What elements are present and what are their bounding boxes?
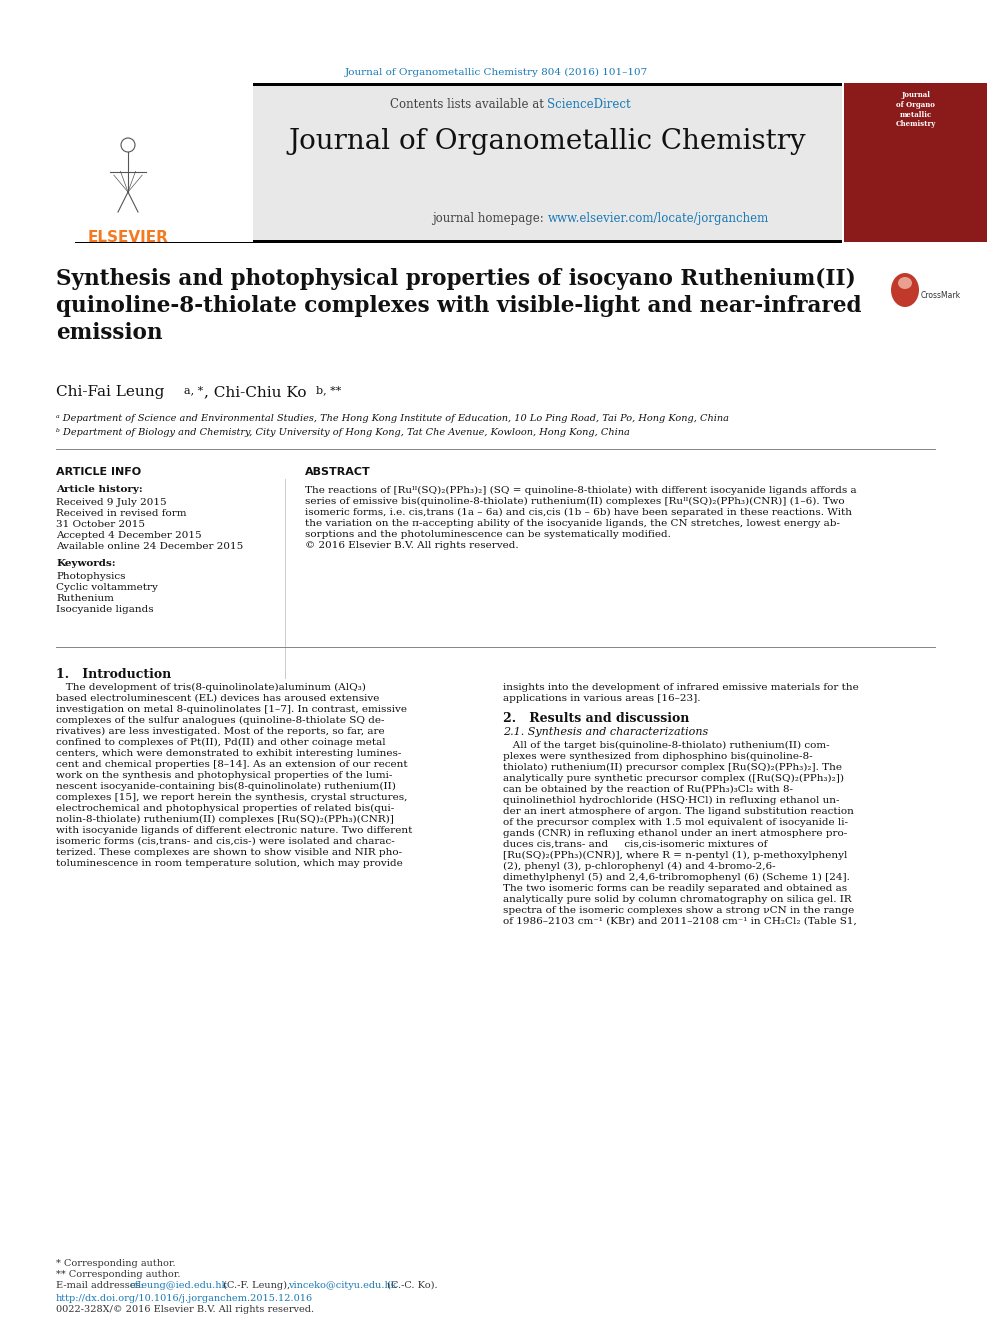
Text: based electroluminescent (EL) devices has aroused extensive: based electroluminescent (EL) devices ha… [56,695,379,703]
Bar [75,83,253,242]
Text: dimethylphenyl (5) and 2,4,6-tribromophenyl (6) (Scheme 1) [24].: dimethylphenyl (5) and 2,4,6-tribromophe… [503,873,850,882]
Bar [75,239,842,242]
Text: Keywords:: Keywords: [56,560,116,568]
Text: complexes of the sulfur analogues (quinoline-8-thiolate SQ de-: complexes of the sulfur analogues (quino… [56,716,385,725]
Text: Contents lists available at: Contents lists available at [390,98,548,111]
Text: toluminescence in room temperature solution, which may provide: toluminescence in room temperature solut… [56,859,403,868]
Text: journal homepage:: journal homepage: [432,212,548,225]
Text: ELSEVIER: ELSEVIER [87,230,169,245]
Text: Ruthenium: Ruthenium [56,594,114,603]
Text: The two isomeric forms can be readily separated and obtained as: The two isomeric forms can be readily se… [503,884,847,893]
Text: 31 October 2015: 31 October 2015 [56,520,145,529]
Text: analytically pure solid by column chromatography on silica gel. IR: analytically pure solid by column chroma… [503,894,851,904]
Text: quinolinethiol hydrochloride (HSQ·HCl) in refluxing ethanol un-: quinolinethiol hydrochloride (HSQ·HCl) i… [503,796,839,806]
Text: www.elsevier.com/locate/jorganchem: www.elsevier.com/locate/jorganchem [548,212,769,225]
Text: ARTICLE INFO: ARTICLE INFO [56,467,141,478]
Text: ScienceDirect: ScienceDirect [548,98,631,111]
Text: ABSTRACT: ABSTRACT [305,467,371,478]
Text: Received in revised form: Received in revised form [56,509,186,519]
Text: terized. These complexes are shown to show visible and NIR pho-: terized. These complexes are shown to sh… [56,848,402,857]
Text: 2.1. Synthesis and characterizations: 2.1. Synthesis and characterizations [503,728,708,737]
Text: Synthesis and photophysical properties of isocyano Ruthenium(II)
quinoline-8-thi: Synthesis and photophysical properties o… [56,269,861,344]
Text: rivatives) are less investigated. Most of the reports, so far, are: rivatives) are less investigated. Most o… [56,728,385,736]
Text: (C.-F. Leung),: (C.-F. Leung), [220,1281,294,1290]
Text: Accepted 4 December 2015: Accepted 4 December 2015 [56,531,201,540]
Text: E-mail addresses:: E-mail addresses: [56,1281,147,1290]
Text: Received 9 July 2015: Received 9 July 2015 [56,497,167,507]
Text: applications in various areas [16–23].: applications in various areas [16–23]. [503,695,700,703]
Text: cent and chemical properties [8–14]. As an extension of our recent: cent and chemical properties [8–14]. As … [56,759,408,769]
Text: investigation on metal 8-quinolinolates [1–7]. In contrast, emissive: investigation on metal 8-quinolinolates … [56,705,407,714]
Text: All of the target bis(quinoline-8-thiolato) ruthenium(II) com-: All of the target bis(quinoline-8-thiola… [503,741,829,750]
Text: confined to complexes of Pt(II), Pd(II) and other coinage metal: confined to complexes of Pt(II), Pd(II) … [56,738,386,747]
Text: 0022-328X/© 2016 Elsevier B.V. All rights reserved.: 0022-328X/© 2016 Elsevier B.V. All right… [56,1304,314,1314]
Text: Article history:: Article history: [56,486,143,493]
Text: (C.-C. Ko).: (C.-C. Ko). [384,1281,437,1290]
Text: Cyclic voltammetry: Cyclic voltammetry [56,583,158,591]
Text: Journal of Organometallic Chemistry: Journal of Organometallic Chemistry [289,128,806,155]
Text: analytically pure synthetic precursor complex ([Ru(SQ)₂(PPh₃)₂]): analytically pure synthetic precursor co… [503,774,844,783]
Text: (2), phenyl (3), p-chlorophenyl (4) and 4-bromo-2,6-: (2), phenyl (3), p-chlorophenyl (4) and … [503,863,776,871]
Text: nolin-8-thiolate) ruthenium(II) complexes [Ru(SQ)₂(PPh₃)(CNR)]: nolin-8-thiolate) ruthenium(II) complexe… [56,815,394,824]
Text: * Corresponding author.: * Corresponding author. [56,1259,176,1267]
Ellipse shape [891,273,919,307]
Text: CrossMark: CrossMark [921,291,961,299]
Text: The development of tris(8-quinolinolate)aluminum (AlQ₃): The development of tris(8-quinolinolate)… [56,683,366,692]
Text: Chi-Fai Leung: Chi-Fai Leung [56,385,165,400]
Text: of the precursor complex with 1.5 mol equivalent of isocyanide li-: of the precursor complex with 1.5 mol eq… [503,818,848,827]
Text: electrochemical and photophysical properties of related bis(qui-: electrochemical and photophysical proper… [56,804,394,814]
Text: [Ru(SQ)₂(PPh₃)(CNR)], where R = n-pentyl (1), p-methoxylphenyl: [Ru(SQ)₂(PPh₃)(CNR)], where R = n-pentyl… [503,851,847,860]
Text: plexes were synthesized from diphosphino bis(quinoline-8-: plexes were synthesized from diphosphino… [503,751,812,761]
Text: b, **: b, ** [316,385,341,396]
Text: of 1986–2103 cm⁻¹ (KBr) and 2011–2108 cm⁻¹ in CH₂Cl₂ (Table S1,: of 1986–2103 cm⁻¹ (KBr) and 2011–2108 cm… [503,917,857,926]
Bar [75,83,842,86]
Text: with isocyanide ligands of different electronic nature. Two different: with isocyanide ligands of different ele… [56,826,413,835]
Text: isomeric forms, i.e. cis,trans (1a – 6a) and cis,cis (1b – 6b) have been separat: isomeric forms, i.e. cis,trans (1a – 6a)… [305,508,852,517]
Text: Isocyanide ligands: Isocyanide ligands [56,605,154,614]
Text: series of emissive bis(quinoline-8-thiolate) ruthenium(II) complexes [Ruᴵᴵ(SQ)₂(: series of emissive bis(quinoline-8-thiol… [305,497,844,507]
Text: ᵃ Department of Science and Environmental Studies, The Hong Kong Institute of Ed: ᵃ Department of Science and Environmenta… [56,414,729,423]
Text: Available online 24 December 2015: Available online 24 December 2015 [56,542,243,550]
Text: the variation on the π-accepting ability of the isocyanide ligands, the CN stret: the variation on the π-accepting ability… [305,519,840,528]
Text: vinceko@cityu.edu.hk: vinceko@cityu.edu.hk [288,1281,397,1290]
Text: Photophysics: Photophysics [56,572,126,581]
Text: can be obtained by the reaction of Ru(PPh₃)₃Cl₂ with 8-: can be obtained by the reaction of Ru(PP… [503,785,793,794]
Text: © 2016 Elsevier B.V. All rights reserved.: © 2016 Elsevier B.V. All rights reserved… [305,541,519,550]
Text: isomeric forms (cis,trans- and cis,cis-) were isolated and charac-: isomeric forms (cis,trans- and cis,cis-)… [56,837,395,845]
Text: Journal of Organometallic Chemistry 804 (2016) 101–107: Journal of Organometallic Chemistry 804 … [344,67,648,77]
Bar [844,83,987,242]
Text: ** Corresponding author.: ** Corresponding author. [56,1270,181,1279]
Text: a, *: a, * [184,385,203,396]
Text: insights into the development of infrared emissive materials for the: insights into the development of infrare… [503,683,859,692]
Text: The reactions of [Ruᴵᴵ(SQ)₂(PPh₃)₂] (SQ = quinoline-8-thiolate) with different i: The reactions of [Ruᴵᴵ(SQ)₂(PPh₃)₂] (SQ … [305,486,857,495]
Text: http://dx.doi.org/10.1016/j.jorganchem.2015.12.016: http://dx.doi.org/10.1016/j.jorganchem.2… [56,1294,313,1303]
Bar [75,83,842,242]
Text: der an inert atmosphere of argon. The ligand substitution reaction: der an inert atmosphere of argon. The li… [503,807,854,816]
Text: nescent isocyanide-containing bis(8-quinolinolate) ruthenium(II): nescent isocyanide-containing bis(8-quin… [56,782,396,791]
Text: 2.   Results and discussion: 2. Results and discussion [503,712,689,725]
Text: gands (CNR) in refluxing ethanol under an inert atmosphere pro-: gands (CNR) in refluxing ethanol under a… [503,830,847,839]
Text: ᵇ Department of Biology and Chemistry, City University of Hong Kong, Tat Che Ave: ᵇ Department of Biology and Chemistry, C… [56,429,630,437]
Text: sorptions and the photoluminescence can be systematically modified.: sorptions and the photoluminescence can … [305,531,671,538]
Text: complexes [15], we report herein the synthesis, crystal structures,: complexes [15], we report herein the syn… [56,792,408,802]
Text: spectra of the isomeric complexes show a strong νCN in the range: spectra of the isomeric complexes show a… [503,906,854,916]
Text: Journal
of Organo
metallic
Chemistry: Journal of Organo metallic Chemistry [896,91,935,128]
Text: cfleung@ied.edu.hk: cfleung@ied.edu.hk [130,1281,228,1290]
Text: duces cis,trans- and     cis,cis-isomeric mixtures of: duces cis,trans- and cis,cis-isomeric mi… [503,840,768,849]
Text: work on the synthesis and photophysical properties of the lumi-: work on the synthesis and photophysical … [56,771,393,781]
Ellipse shape [898,277,912,288]
Text: centers, which were demonstrated to exhibit interesting lumines-: centers, which were demonstrated to exhi… [56,749,402,758]
Text: , Chi-Chiu Ko: , Chi-Chiu Ko [204,385,307,400]
Text: thiolato) ruthenium(II) precursor complex [Ru(SQ)₂(PPh₃)₂]. The: thiolato) ruthenium(II) precursor comple… [503,763,842,773]
Text: 1.   Introduction: 1. Introduction [56,668,172,681]
